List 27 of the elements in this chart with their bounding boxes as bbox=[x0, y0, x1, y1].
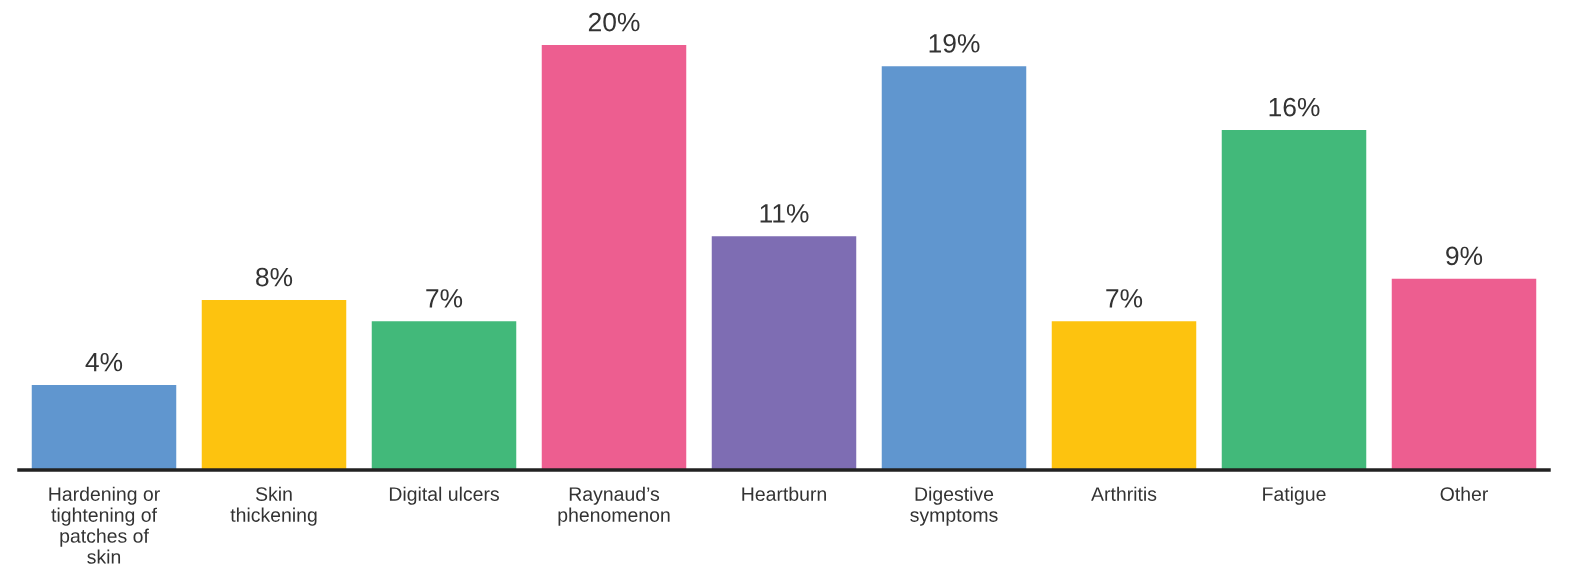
x-tick-label: Heartburn bbox=[742, 486, 826, 501]
data-label: 7% bbox=[1106, 289, 1143, 308]
data-label: 7% bbox=[426, 289, 463, 308]
bar bbox=[201, 300, 347, 470]
data-label: 20% bbox=[588, 12, 640, 32]
x-tick-label: Raynaud’s phenomenon bbox=[558, 486, 670, 526]
data-label: 4% bbox=[85, 352, 123, 372]
data-label: 8% bbox=[256, 267, 293, 287]
bar bbox=[31, 385, 177, 470]
data-label: 9% bbox=[1446, 246, 1483, 266]
bar bbox=[1051, 321, 1197, 470]
x-tick-label: Fatigue bbox=[1263, 486, 1326, 505]
bar bbox=[711, 236, 857, 470]
bar bbox=[541, 45, 687, 470]
data-label: 19% bbox=[929, 34, 980, 53]
x-tick-label: Arthritis bbox=[1091, 486, 1157, 501]
x-tick-label: Skin thickening bbox=[230, 486, 317, 526]
x-tick-label: Digital ulcers bbox=[389, 486, 499, 505]
data-label: 11% bbox=[760, 204, 809, 223]
x-tick-label: Digestive symptoms bbox=[910, 486, 998, 526]
x-tick-label: Hardening or tightening of patches of skin bbox=[49, 486, 160, 564]
bar bbox=[881, 66, 1027, 470]
x-tick-label: Other bbox=[1440, 486, 1488, 501]
bar bbox=[1221, 130, 1367, 470]
data-label: 16% bbox=[1269, 97, 1320, 117]
bar bbox=[371, 321, 517, 470]
bar bbox=[1391, 278, 1537, 470]
